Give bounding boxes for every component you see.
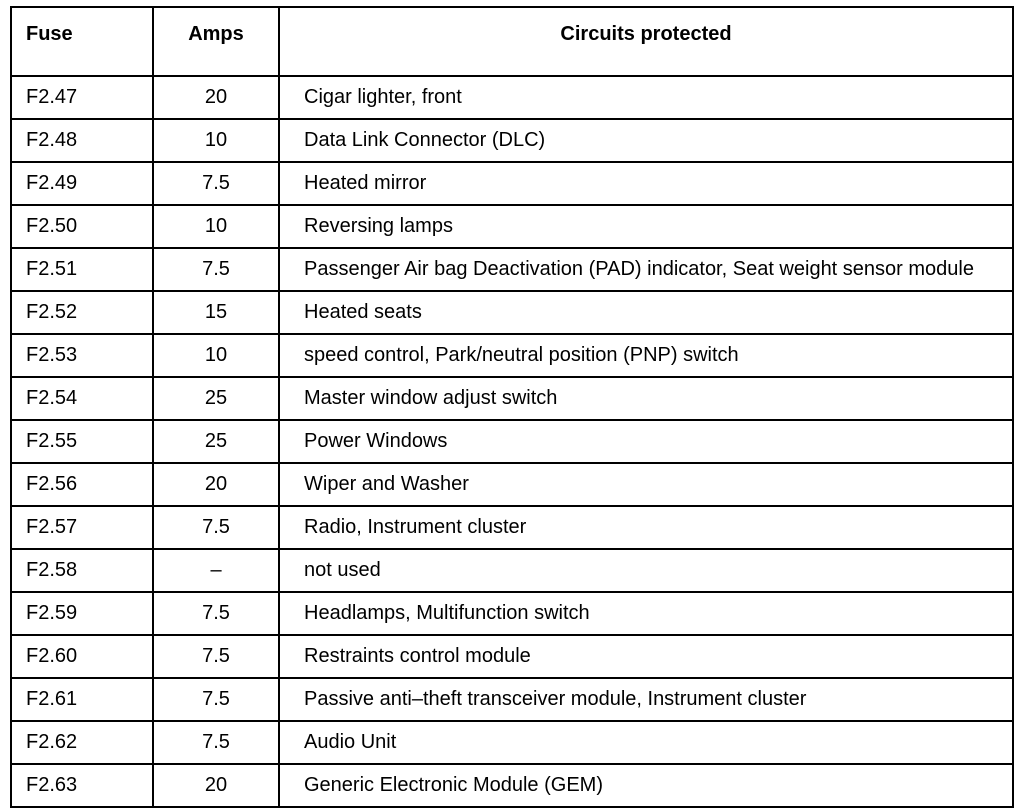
amps-cell: 7.5: [153, 592, 279, 635]
fuse-cell: F2.49: [11, 162, 153, 205]
fuse-cell: F2.53: [11, 334, 153, 377]
table-body: F2.4720Cigar lighter, frontF2.4810Data L…: [11, 76, 1013, 807]
amps-cell: 15: [153, 291, 279, 334]
amps-cell: 7.5: [153, 721, 279, 764]
circuits-cell: Passenger Air bag Deactivation (PAD) ind…: [279, 248, 1013, 291]
amps-cell: 20: [153, 76, 279, 119]
fuse-cell: F2.56: [11, 463, 153, 506]
table-row: F2.607.5Restraints control module: [11, 635, 1013, 678]
circuits-cell: Wiper and Washer: [279, 463, 1013, 506]
circuits-cell: Generic Electronic Module (GEM): [279, 764, 1013, 807]
table-row: F2.5310speed control, Park/neutral posit…: [11, 334, 1013, 377]
table-row: F2.5525Power Windows: [11, 420, 1013, 463]
circuits-cell: Data Link Connector (DLC): [279, 119, 1013, 162]
column-header-amps: Amps: [153, 7, 279, 76]
amps-cell: 7.5: [153, 678, 279, 721]
amps-cell: 20: [153, 463, 279, 506]
table-row: F2.517.5Passenger Air bag Deactivation (…: [11, 248, 1013, 291]
table-row: F2.577.5Radio, Instrument cluster: [11, 506, 1013, 549]
table-row: F2.597.5Headlamps, Multifunction switch: [11, 592, 1013, 635]
amps-cell: 7.5: [153, 162, 279, 205]
fuse-cell: F2.48: [11, 119, 153, 162]
fuse-cell: F2.54: [11, 377, 153, 420]
circuits-cell: Cigar lighter, front: [279, 76, 1013, 119]
circuits-cell: Headlamps, Multifunction switch: [279, 592, 1013, 635]
table-row: F2.617.5Passive anti–theft transceiver m…: [11, 678, 1013, 721]
amps-cell: 10: [153, 119, 279, 162]
circuits-cell: Reversing lamps: [279, 205, 1013, 248]
circuits-cell: Audio Unit: [279, 721, 1013, 764]
circuits-cell: Heated seats: [279, 291, 1013, 334]
table-header-row: Fuse Amps Circuits protected: [11, 7, 1013, 76]
circuits-cell: Master window adjust switch: [279, 377, 1013, 420]
table-row: F2.5010Reversing lamps: [11, 205, 1013, 248]
table-row: F2.58–not used: [11, 549, 1013, 592]
amps-cell: 7.5: [153, 506, 279, 549]
fuse-cell: F2.63: [11, 764, 153, 807]
circuits-cell: speed control, Park/neutral position (PN…: [279, 334, 1013, 377]
fuse-cell: F2.60: [11, 635, 153, 678]
fuse-cell: F2.57: [11, 506, 153, 549]
circuits-cell: Power Windows: [279, 420, 1013, 463]
amps-cell: 10: [153, 205, 279, 248]
amps-cell: 25: [153, 420, 279, 463]
circuits-cell: Radio, Instrument cluster: [279, 506, 1013, 549]
table-row: F2.5425Master window adjust switch: [11, 377, 1013, 420]
fuse-cell: F2.51: [11, 248, 153, 291]
fuse-cell: F2.55: [11, 420, 153, 463]
circuits-cell: not used: [279, 549, 1013, 592]
circuits-cell: Passive anti–theft transceiver module, I…: [279, 678, 1013, 721]
fuse-table: Fuse Amps Circuits protected F2.4720Ciga…: [10, 6, 1014, 808]
circuits-cell: Heated mirror: [279, 162, 1013, 205]
table-row: F2.4810Data Link Connector (DLC): [11, 119, 1013, 162]
table-row: F2.4720Cigar lighter, front: [11, 76, 1013, 119]
column-header-fuse: Fuse: [11, 7, 153, 76]
amps-cell: 7.5: [153, 248, 279, 291]
fuse-cell: F2.47: [11, 76, 153, 119]
fuse-cell: F2.58: [11, 549, 153, 592]
table-row: F2.6320Generic Electronic Module (GEM): [11, 764, 1013, 807]
amps-cell: 20: [153, 764, 279, 807]
table-row: F2.627.5Audio Unit: [11, 721, 1013, 764]
fuse-cell: F2.50: [11, 205, 153, 248]
fuse-cell: F2.52: [11, 291, 153, 334]
table-header: Fuse Amps Circuits protected: [11, 7, 1013, 76]
table-row: F2.497.5Heated mirror: [11, 162, 1013, 205]
table-row: F2.5620Wiper and Washer: [11, 463, 1013, 506]
column-header-circuits: Circuits protected: [279, 7, 1013, 76]
amps-cell: 10: [153, 334, 279, 377]
amps-cell: 7.5: [153, 635, 279, 678]
amps-cell: 25: [153, 377, 279, 420]
circuits-cell: Restraints control module: [279, 635, 1013, 678]
fuse-cell: F2.59: [11, 592, 153, 635]
amps-cell: –: [153, 549, 279, 592]
table-row: F2.5215Heated seats: [11, 291, 1013, 334]
fuse-cell: F2.62: [11, 721, 153, 764]
fuse-cell: F2.61: [11, 678, 153, 721]
